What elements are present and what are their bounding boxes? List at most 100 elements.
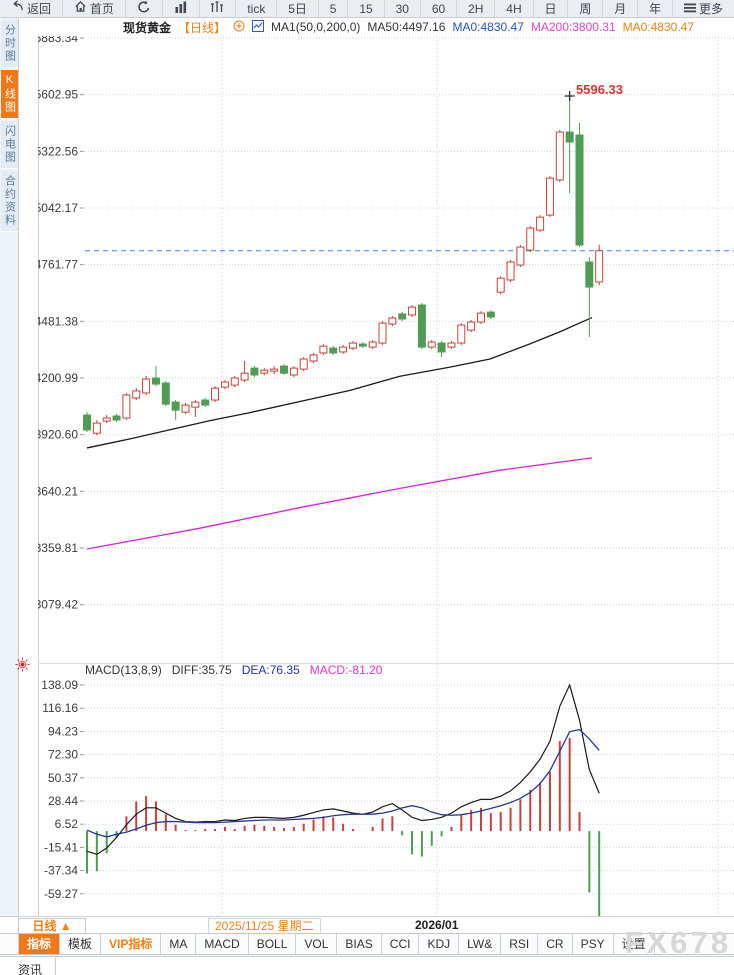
svg-text:4200.99: 4200.99: [38, 371, 78, 385]
tab-indicator[interactable]: 指标: [18, 934, 61, 954]
svg-text:50.37: 50.37: [48, 771, 78, 785]
add-indicator-icon[interactable]: [233, 20, 245, 35]
toolbar-period-day-label: 日: [544, 1, 557, 16]
svg-text:4481.38: 4481.38: [38, 314, 78, 328]
symbol-name: 现货黄金: [123, 20, 172, 35]
toolbar-back-button-label: 返回: [26, 1, 51, 16]
sidebar-item-time-chart[interactable]: 分时图: [0, 20, 18, 68]
macd-value-label: MACD:-81.20: [309, 663, 383, 677]
tab-template[interactable]: 模板: [60, 934, 102, 954]
macd-header: MACD(13,8,9) DIFF:35.75 DEA:76.35 MACD:-…: [85, 662, 382, 678]
svg-text:-59.27: -59.27: [44, 887, 78, 901]
toolbar-period-week-label: 周: [579, 1, 592, 16]
toolbar-period-5d-label: 5日: [288, 1, 307, 16]
left-sidebar: 分时图 K线图闪电图合约资料: [0, 18, 19, 916]
toolbar-period-month[interactable]: 月: [603, 0, 639, 17]
refresh-icon: [137, 0, 151, 18]
tab-boll[interactable]: BOLL: [249, 934, 297, 954]
svg-text:28.44: 28.44: [48, 794, 78, 808]
toolbar-period-5d[interactable]: 5日: [277, 0, 319, 17]
toolbar-period-5min[interactable]: 5: [319, 0, 349, 17]
top-toolbar: 返回 首页 tick 5日 5 15 30 60 2H 4H 日 周 月 年 更多: [0, 0, 734, 18]
tab-vip-indicator[interactable]: VIP指标: [101, 934, 162, 954]
indicator-tabs-bar: 指标 模板 VIP指标 MA MACD BOLL VOL BIAS CCI KDJ LW& RSI CR…: [0, 933, 734, 955]
svg-text:94.23: 94.23: [48, 724, 78, 738]
month-axis-label: 2026/01: [415, 918, 459, 932]
toolbar-more-button[interactable]: 更多: [673, 0, 734, 17]
svg-text:72.30: 72.30: [48, 748, 78, 762]
tab-cci[interactable]: CCI: [382, 934, 420, 954]
tab-ma[interactable]: MA: [161, 934, 197, 954]
toolbar-period-4h[interactable]: 4H: [495, 0, 534, 17]
toolbar-period-2h-label: 2H: [468, 1, 484, 16]
toolbar-period-15min-label: 15: [359, 1, 373, 16]
fx678-watermark: FX678: [624, 925, 731, 960]
toolbar-home-button[interactable]: 首页: [63, 0, 126, 17]
toolbar-period-60min[interactable]: 60: [421, 0, 458, 17]
tab-macd[interactable]: MACD: [196, 934, 249, 954]
svg-text:5042.17: 5042.17: [38, 201, 78, 215]
toolbar-period-2h[interactable]: 2H: [457, 0, 496, 17]
toolbar-period-week[interactable]: 周: [568, 0, 604, 17]
svg-text:3079.42: 3079.42: [38, 598, 78, 612]
svg-text:3640.21: 3640.21: [38, 484, 78, 498]
toolbar-home-button-label: 首页: [89, 1, 114, 16]
chart-header: 现货黄金 【日线】 MA1(50,0,200,0) MA50:4497.16 M…: [18, 18, 734, 36]
news-panel-header: 资讯: [0, 956, 734, 975]
sidebar-item-lightning-chart[interactable]: 闪电图: [0, 121, 18, 169]
svg-text:6.52: 6.52: [55, 817, 79, 831]
toolbar-period-4h-label: 4H: [506, 1, 522, 16]
toolbar-period-year-label: 年: [649, 1, 662, 16]
sidebar-item-contract-info[interactable]: 合约资料: [0, 171, 18, 232]
back-arrow-icon: [11, 0, 24, 17]
macd-indicator-chart[interactable]: 138.09 116.16 94.23 72.30 50.37 28.44 6.52 -15.…: [38, 663, 734, 917]
news-tab[interactable]: 资讯: [18, 963, 43, 975]
toolbar-more-button-label: 更多: [699, 1, 724, 16]
tab-settings[interactable]: 设置: [614, 934, 655, 954]
tab-lwr[interactable]: LW&: [459, 934, 502, 954]
toolbar-chart-type-bars-button[interactable]: [163, 0, 200, 17]
toolbar-period-year[interactable]: 年: [638, 0, 674, 17]
ma0-orange-value-label: MA0:4830.47: [622, 20, 694, 34]
svg-text:3359.81: 3359.81: [38, 541, 78, 555]
svg-text:116.16: 116.16: [42, 701, 78, 715]
main-candlestick-chart[interactable]: 5883.34 5602.95 5322.56 5042.17 4761.77 4481.…: [38, 36, 734, 663]
sidebar-item-kline-chart[interactable]: K线图: [0, 70, 18, 119]
toolbar-chart-type-volume-button[interactable]: [200, 0, 237, 17]
toolbar-refresh-button[interactable]: [126, 0, 163, 17]
menu-icon: [684, 1, 697, 17]
tab-kdj[interactable]: KDJ: [419, 934, 460, 954]
tab-cr[interactable]: CR: [538, 934, 573, 954]
toolbar-period-day[interactable]: 日: [534, 0, 569, 17]
ma50-value-label: MA50:4497.16: [367, 20, 446, 34]
ma-settings-label: MA1(50,0,200,0): [271, 20, 361, 34]
y-axis-border: [38, 36, 39, 916]
svg-text:5602.95: 5602.95: [38, 88, 78, 102]
home-icon: [74, 0, 87, 17]
tab-psy[interactable]: PSY: [573, 934, 614, 954]
period-selector-button[interactable]: 日线 ▲: [18, 918, 86, 934]
tab-vol[interactable]: VOL: [296, 934, 338, 954]
toolbar-period-tick-label: tick: [247, 1, 266, 16]
svg-text:3920.60: 3920.60: [38, 428, 78, 442]
macd-diff-label: DIFF:35.75: [171, 663, 232, 677]
toolbar-back-button[interactable]: 返回: [0, 0, 63, 17]
highlighted-date-label: 2025/11/25 星期二: [208, 918, 321, 934]
highest-price-annotation: 5596.33: [576, 82, 623, 97]
svg-text:5883.34: 5883.34: [38, 36, 78, 45]
svg-text:4761.77: 4761.77: [38, 258, 78, 272]
news-divider: [55, 957, 56, 975]
svg-text:-37.34: -37.34: [44, 864, 78, 878]
svg-text:5322.56: 5322.56: [38, 144, 78, 158]
toolbar-period-30min-label: 30: [395, 1, 409, 16]
toolbar-period-month-label: 月: [614, 1, 627, 16]
tab-rsi[interactable]: RSI: [501, 934, 539, 954]
indicator-settings-icon[interactable]: [15, 657, 30, 672]
tab-bias[interactable]: BIAS: [337, 934, 382, 954]
toolbar-period-tick[interactable]: tick: [236, 0, 278, 17]
toolbar-period-30min[interactable]: 30: [385, 0, 421, 17]
toolbar-period-15min[interactable]: 15: [348, 0, 385, 17]
ma200-value-label: MA200:3800.31: [530, 20, 616, 34]
volume-bars-icon: [210, 0, 224, 18]
